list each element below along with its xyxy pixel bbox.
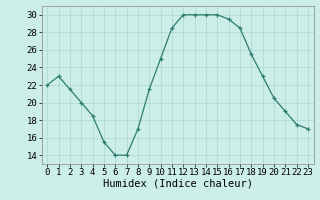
X-axis label: Humidex (Indice chaleur): Humidex (Indice chaleur)	[103, 179, 252, 189]
